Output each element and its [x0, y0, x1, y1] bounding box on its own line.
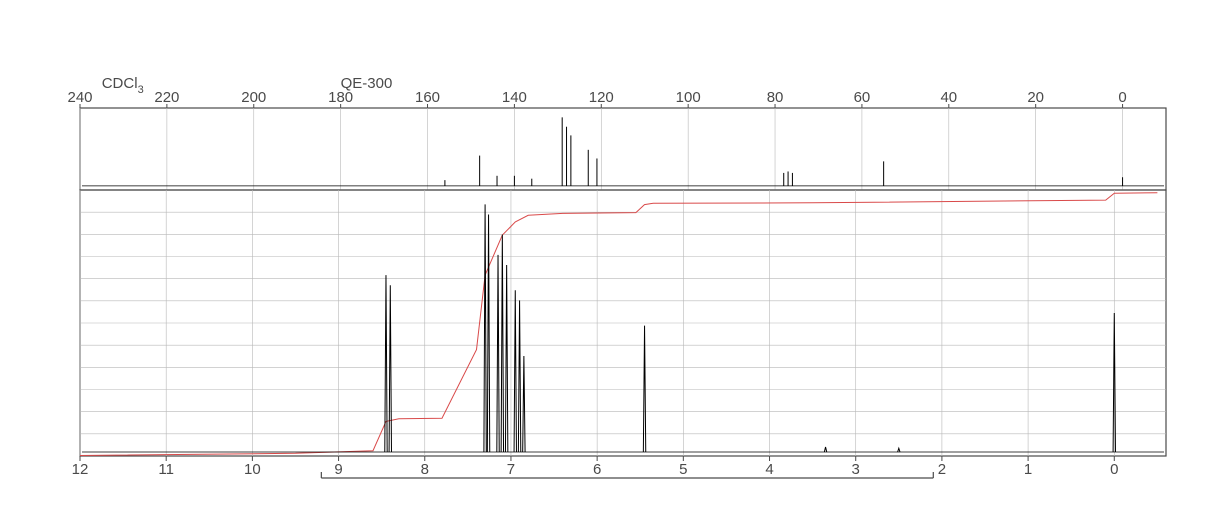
- svg-text:7: 7: [507, 461, 515, 478]
- svg-text:10: 10: [244, 461, 261, 478]
- svg-text:40: 40: [940, 89, 957, 106]
- svg-text:220: 220: [154, 89, 179, 106]
- nmr-figure: CDCl3QE-300 0204060801001201401601802002…: [0, 0, 1224, 528]
- svg-text:1: 1: [1024, 461, 1032, 478]
- svg-text:100: 100: [676, 89, 701, 106]
- svg-text:120: 120: [589, 89, 614, 106]
- spectrum-plot: 0204060801001201401601802002202400123456…: [0, 0, 1224, 528]
- svg-text:160: 160: [415, 89, 440, 106]
- svg-text:60: 60: [854, 89, 871, 106]
- svg-text:9: 9: [334, 461, 342, 478]
- svg-text:2: 2: [938, 461, 946, 478]
- svg-text:11: 11: [158, 461, 174, 478]
- svg-text:20: 20: [1027, 89, 1044, 106]
- svg-text:5: 5: [679, 461, 687, 478]
- svg-text:80: 80: [767, 89, 784, 106]
- svg-text:3: 3: [852, 461, 860, 478]
- svg-text:240: 240: [67, 89, 92, 106]
- svg-text:140: 140: [502, 89, 527, 106]
- svg-text:6: 6: [593, 461, 601, 478]
- svg-text:4: 4: [765, 461, 773, 478]
- svg-text:180: 180: [328, 89, 353, 106]
- svg-text:8: 8: [421, 461, 429, 478]
- svg-text:12: 12: [72, 461, 89, 478]
- svg-text:0: 0: [1110, 461, 1118, 478]
- svg-text:200: 200: [241, 89, 266, 106]
- svg-text:0: 0: [1118, 89, 1126, 106]
